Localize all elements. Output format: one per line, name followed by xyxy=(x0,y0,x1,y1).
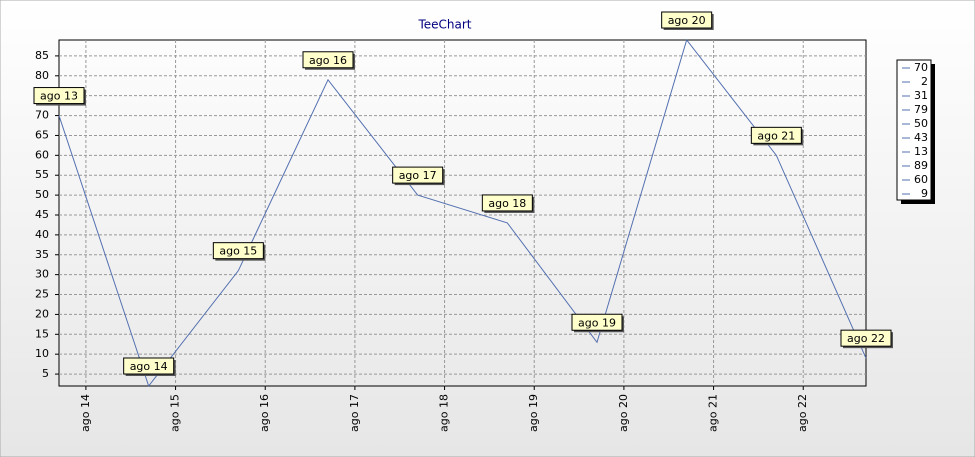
legend-entry: 50 xyxy=(914,117,928,130)
x-tick-label: ago 15 xyxy=(169,394,182,432)
y-tick-label: 70 xyxy=(35,109,49,122)
point-label-box xyxy=(302,51,354,69)
y-tick-label: 5 xyxy=(42,367,49,380)
y-tick-label: 20 xyxy=(35,307,49,320)
y-tick-label: 50 xyxy=(35,188,49,201)
legend-entry: 2 xyxy=(921,75,928,88)
point-label-box xyxy=(571,313,623,331)
y-tick-label: 30 xyxy=(35,268,49,281)
point-label-box xyxy=(123,357,175,375)
point-label: ago 16 xyxy=(309,54,347,67)
point-label: ago 18 xyxy=(488,197,526,210)
point-label-box xyxy=(840,329,892,347)
point-label: ago 20 xyxy=(668,14,706,27)
x-tick-label: ago 14 xyxy=(79,394,92,432)
legend-entry: 43 xyxy=(914,131,928,144)
legend-entry: 89 xyxy=(914,159,928,172)
y-tick-label: 35 xyxy=(35,248,49,261)
y-tick-label: 60 xyxy=(35,148,49,161)
x-tick-label: ago 19 xyxy=(527,394,540,432)
plot-area xyxy=(58,39,867,387)
point-label-box xyxy=(661,11,713,29)
point-label-box xyxy=(750,126,802,144)
point-label: ago 17 xyxy=(399,169,437,182)
y-tick-label: 45 xyxy=(35,208,49,221)
legend-entry: 31 xyxy=(914,89,928,102)
point-label: ago 14 xyxy=(130,360,168,373)
y-tick-label: 15 xyxy=(35,327,49,340)
point-label: ago 15 xyxy=(219,245,257,258)
series-line xyxy=(58,38,867,388)
point-label: ago 19 xyxy=(578,316,616,329)
y-tick-label: 40 xyxy=(35,228,49,241)
chart-title: TeeChart xyxy=(417,18,471,32)
y-tick-label: 85 xyxy=(35,49,49,62)
legend xyxy=(896,59,932,201)
x-tick-label: ago 21 xyxy=(707,394,720,432)
legend-entry: 9 xyxy=(921,187,928,200)
legend-entry: 70 xyxy=(914,61,928,74)
point-label: ago 22 xyxy=(847,332,885,345)
x-tick-label: ago 16 xyxy=(258,394,271,432)
x-tick-label: ago 20 xyxy=(617,394,630,432)
y-tick-label: 10 xyxy=(35,347,49,360)
point-label: ago 21 xyxy=(757,129,795,142)
x-tick-label: ago 17 xyxy=(348,394,361,432)
legend-entry: 79 xyxy=(914,103,928,116)
point-label-box xyxy=(392,166,444,184)
x-tick-label: ago 18 xyxy=(438,394,451,432)
x-tick-label: ago 22 xyxy=(796,394,809,432)
point-label-box xyxy=(212,242,264,260)
point-label-box xyxy=(33,87,85,105)
y-tick-label: 65 xyxy=(35,128,49,141)
point-label-box xyxy=(481,194,533,212)
legend-entry: 13 xyxy=(914,145,928,158)
legend-entry: 60 xyxy=(914,173,928,186)
y-tick-label: 55 xyxy=(35,168,49,181)
y-tick-label: 25 xyxy=(35,288,49,301)
point-label: ago 13 xyxy=(40,90,78,103)
y-tick-label: 80 xyxy=(35,69,49,82)
